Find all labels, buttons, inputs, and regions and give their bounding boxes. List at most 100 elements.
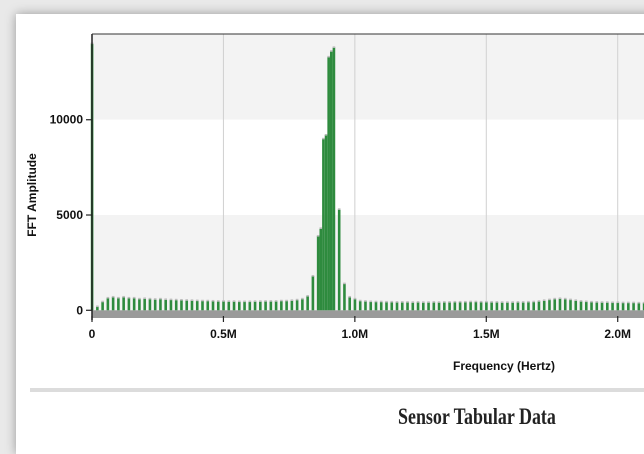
bar [117, 297, 120, 311]
bar [590, 301, 593, 311]
bar [195, 300, 199, 311]
bar [185, 300, 189, 311]
bar-cap [238, 300, 241, 303]
bar-cap [185, 299, 189, 301]
bar-cap [400, 301, 404, 303]
bar-cap [574, 299, 578, 301]
bar [264, 301, 267, 311]
bar-cap [324, 133, 328, 136]
bar-cap [153, 298, 157, 300]
bar-cap [264, 300, 267, 302]
bar-cap [206, 299, 210, 302]
bar-cap [432, 301, 436, 303]
bar-cap [285, 299, 288, 302]
bar [400, 302, 404, 311]
bar [337, 209, 341, 311]
bar-cap [316, 234, 320, 237]
bar [227, 301, 231, 311]
bar-cap [364, 300, 367, 302]
bar-cap [101, 300, 104, 303]
bar [495, 302, 499, 311]
bar-cap [506, 301, 509, 303]
bar [606, 302, 609, 311]
bar-cap [143, 297, 146, 300]
bar [490, 302, 493, 311]
bar-cap [274, 300, 278, 302]
plot-band [92, 34, 644, 120]
bar-cap [579, 300, 583, 302]
bar-cap [96, 305, 99, 308]
bar-cap [201, 299, 204, 302]
bar [500, 302, 504, 311]
bar [411, 302, 415, 311]
bar [422, 302, 425, 311]
bar-cap [464, 300, 467, 303]
bar [390, 301, 394, 311]
bar [153, 299, 157, 311]
bar [516, 302, 520, 311]
bar-cap [269, 300, 273, 302]
bar-cap [642, 301, 644, 304]
bar-cap [537, 300, 541, 302]
bar-cap [290, 299, 294, 301]
bar [327, 56, 330, 311]
bar-cap [569, 298, 572, 301]
bar-cap [474, 300, 478, 303]
bar-cap [132, 296, 136, 299]
bar [348, 296, 351, 311]
bar-cap [111, 295, 115, 298]
bar-cap [332, 46, 336, 48]
bar-cap [595, 301, 599, 303]
bar [324, 134, 328, 311]
bar-cap [521, 301, 525, 303]
bar-cap [180, 298, 183, 301]
bar [553, 298, 557, 311]
bar-cap [106, 296, 110, 299]
bar [637, 302, 641, 311]
bar [579, 301, 583, 311]
y-axis-ticks: 0 5000 10000 [50, 113, 92, 317]
bar [558, 298, 562, 311]
bar-cap [511, 301, 514, 303]
bar-cap [532, 300, 535, 303]
bar-cap [222, 300, 225, 302]
bar-cap [232, 300, 236, 302]
bar [611, 302, 614, 311]
bar [506, 302, 509, 311]
bar [248, 301, 252, 311]
bar-cap [584, 300, 588, 303]
bar [432, 302, 436, 311]
bar-cap [621, 301, 625, 304]
bar-cap [390, 300, 394, 303]
bar-cap [485, 300, 488, 303]
bar-cap [243, 300, 246, 303]
bar [600, 302, 604, 311]
bar [274, 301, 278, 311]
bar-cap [427, 301, 430, 303]
bar [127, 297, 131, 311]
bar [511, 302, 514, 311]
bar [269, 301, 273, 311]
bar-cap [306, 294, 309, 297]
bar [443, 302, 446, 311]
bar [143, 298, 146, 311]
bar [621, 302, 625, 311]
bar [374, 301, 378, 311]
bar [190, 300, 194, 311]
bar [563, 298, 567, 311]
bar [406, 302, 409, 311]
bar-cap [616, 301, 620, 304]
bar-cap [169, 298, 173, 301]
bar [437, 302, 441, 311]
bar-cap [590, 300, 593, 303]
bar-cap [337, 208, 341, 210]
bar [537, 301, 541, 311]
bar-cap [330, 50, 333, 52]
x-axis-title: Frequency (Hertz) [453, 359, 555, 373]
bar [138, 298, 141, 311]
bar-cap [422, 301, 425, 303]
bar [364, 301, 367, 311]
bar-cap [327, 55, 330, 58]
section-divider [30, 388, 644, 392]
bar-cap [627, 301, 630, 304]
